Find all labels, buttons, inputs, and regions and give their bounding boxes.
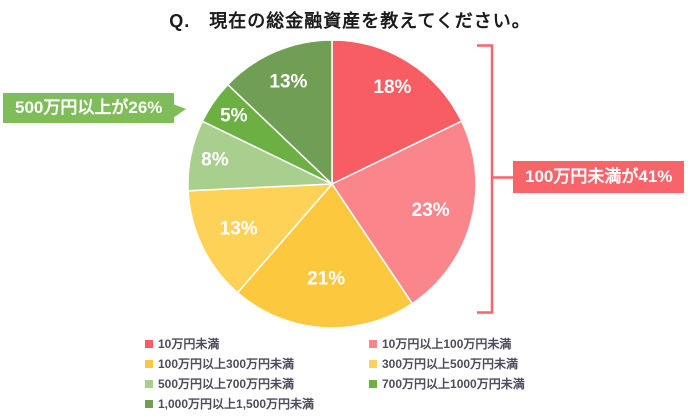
pie-slice-label-2: 21% bbox=[307, 268, 345, 289]
pie-slice-6 bbox=[227, 39, 333, 185]
legend-marker-icon bbox=[145, 360, 153, 368]
legend-item-0: 10万円未満 bbox=[145, 334, 369, 354]
legend-label: 500万円以上700万円未満 bbox=[158, 377, 295, 391]
legend-item-6: 1,000万円以上1,500万円未満 bbox=[145, 394, 369, 414]
pie-slice-1 bbox=[331, 120, 477, 305]
legend-marker-icon bbox=[369, 340, 377, 348]
legend-label: 10万円未満 bbox=[158, 337, 220, 351]
legend-marker-icon bbox=[145, 400, 153, 408]
legend-marker-icon bbox=[145, 380, 153, 388]
legend-marker-icon bbox=[369, 380, 377, 388]
pie-slice-label-3: 13% bbox=[220, 219, 258, 240]
bracket-41-percent bbox=[477, 44, 514, 314]
legend-item-4: 500万円以上700万円未満 bbox=[145, 374, 369, 394]
callout-right-text: 100万円未満が41% bbox=[525, 167, 673, 186]
pie-slice-label-0: 18% bbox=[373, 77, 411, 98]
pie-slice-3 bbox=[187, 183, 333, 294]
legend-label: 300万円以上500万円未満 bbox=[382, 357, 519, 371]
legend-item-5: 700万円以上1000万円未満 bbox=[369, 374, 525, 394]
legend-label: 10万円以上100万円未満 bbox=[382, 337, 512, 351]
legend-label: 1,000万円以上1,500万円未満 bbox=[158, 397, 315, 411]
legend-label: 100万円以上300万円未満 bbox=[158, 357, 295, 371]
legend-marker-icon bbox=[145, 340, 153, 348]
legend-marker-icon bbox=[369, 360, 377, 368]
callout-under-100man: 100万円未満が41% bbox=[513, 161, 685, 193]
callout-pointer-icon bbox=[173, 104, 187, 118]
callout-500man-plus: 500万円以上が26% bbox=[3, 93, 187, 123]
legend-item-3: 300万円以上500万円未満 bbox=[369, 354, 525, 374]
pie-slice-label-4: 8% bbox=[201, 150, 229, 171]
pie-slice-0 bbox=[331, 39, 463, 185]
legend-label: 700万円以上1000万円未満 bbox=[382, 377, 525, 391]
legend-item-1: 10万円以上100万円未満 bbox=[369, 334, 525, 354]
pie-slice-label-5: 5% bbox=[220, 105, 248, 126]
legend-item-2: 100万円以上300万円未満 bbox=[145, 354, 369, 374]
chart-legend: 10万円未満 10万円以上100万円未満 100万円以上300万円未満 300万円以上… bbox=[145, 334, 525, 414]
pie-slice-2 bbox=[236, 183, 413, 329]
pie-slice-label-1: 23% bbox=[412, 200, 450, 221]
chart-title: Q. 現在の総金融資産を教えてください。 bbox=[169, 11, 531, 31]
callout-left-text: 500万円以上が26% bbox=[15, 98, 163, 117]
pie-slice-label-6: 13% bbox=[269, 72, 307, 93]
